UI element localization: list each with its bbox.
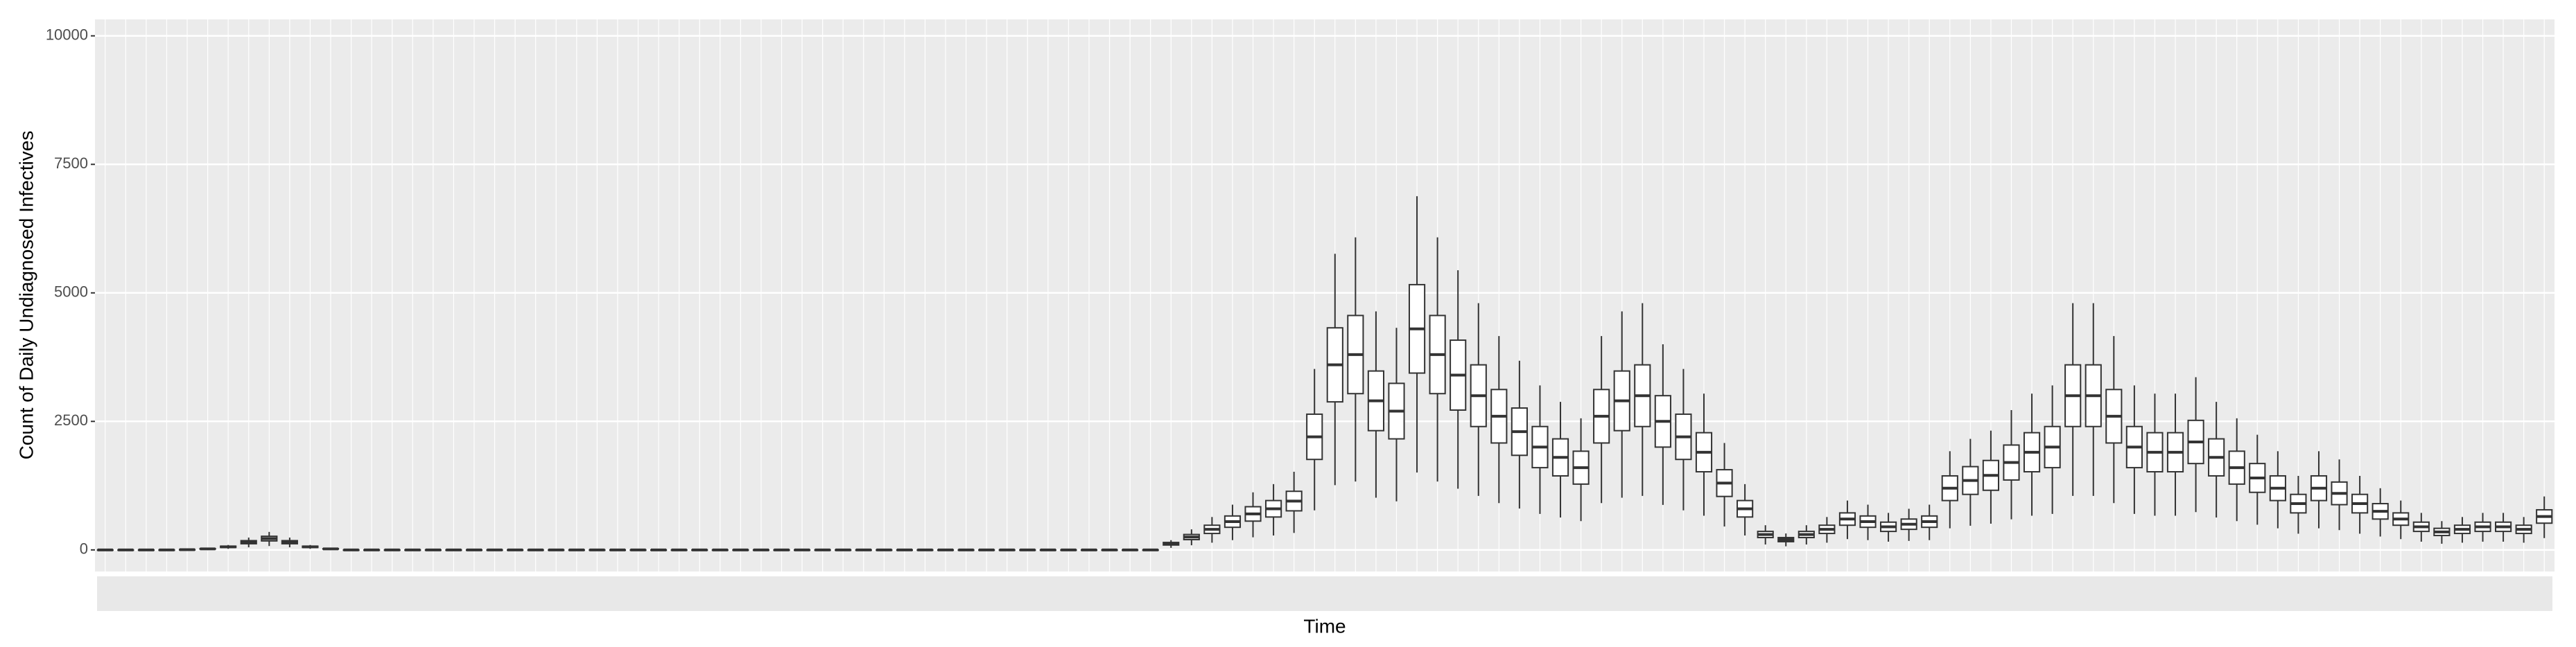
y-axis-title: Count of Daily Undiagnosed Infectives bbox=[15, 131, 37, 460]
x-axis-title: Time bbox=[1303, 615, 1346, 637]
y-tick-label: 0 bbox=[80, 540, 88, 558]
x-tick-label-band bbox=[97, 576, 2552, 611]
y-tick-label: 7500 bbox=[54, 154, 88, 172]
y-tick-label: 10000 bbox=[46, 26, 88, 44]
y-tick-label: 5000 bbox=[54, 283, 88, 301]
y-tick-label: 2500 bbox=[54, 411, 88, 429]
plot-panel bbox=[95, 19, 2555, 571]
